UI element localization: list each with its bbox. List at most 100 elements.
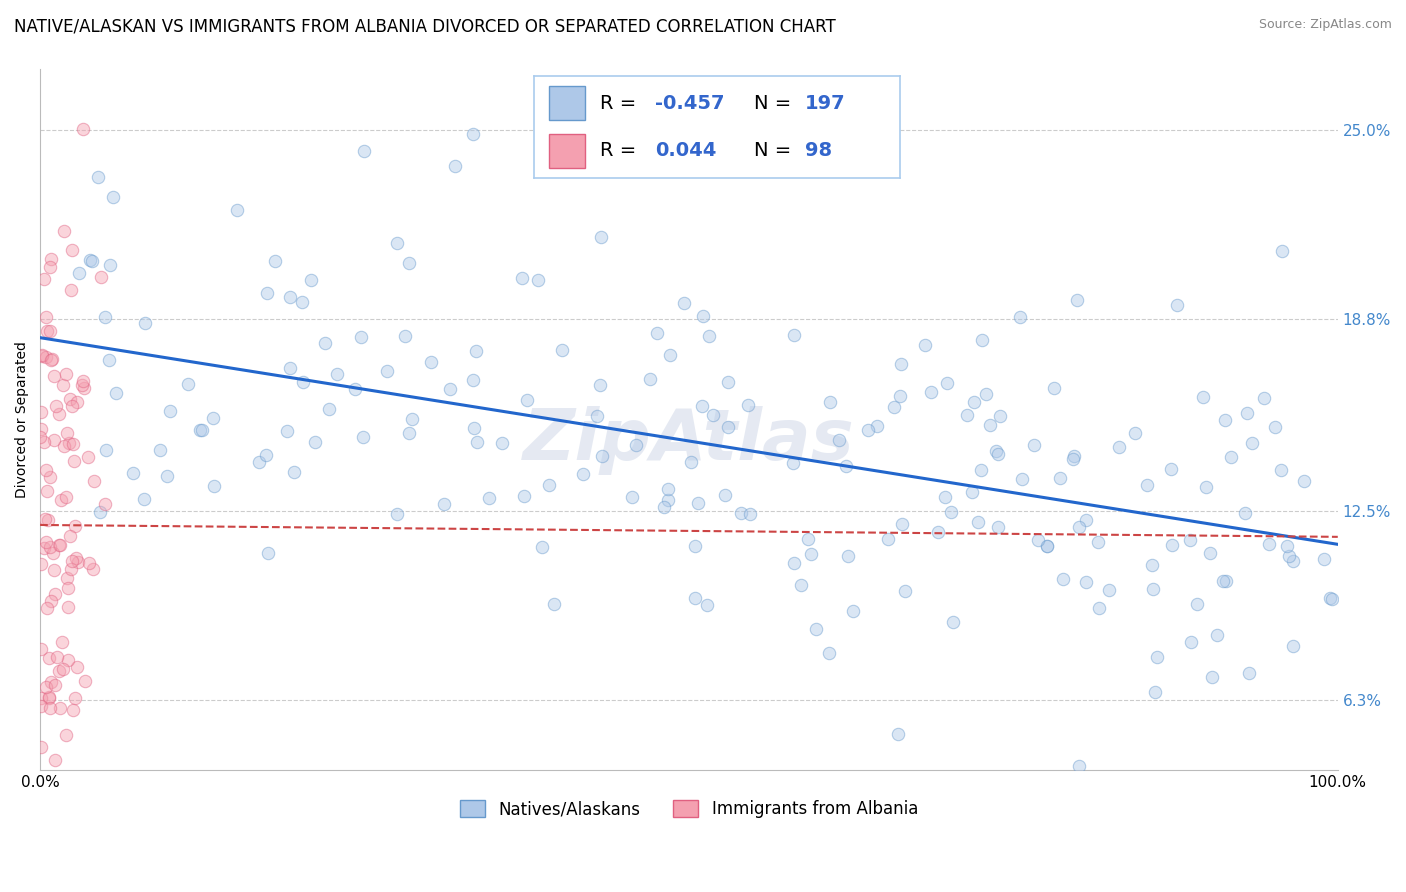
Point — [1212, 574, 1234, 589]
Point — [39, 541, 62, 555]
Point — [278, 360, 301, 375]
Point — [60, 400, 83, 414]
Point — [696, 598, 718, 612]
Point — [159, 404, 181, 418]
Point — [624, 438, 647, 452]
Point — [73, 673, 96, 688]
Point — [63, 793, 86, 807]
Point — [1098, 582, 1121, 597]
Point — [299, 273, 322, 287]
Point — [39, 260, 62, 275]
Point — [176, 376, 198, 391]
Point — [543, 597, 565, 611]
Point — [1136, 477, 1159, 491]
Point — [585, 409, 607, 423]
Point — [1076, 575, 1098, 590]
Point — [987, 447, 1010, 461]
Point — [56, 653, 79, 667]
Point — [44, 678, 66, 692]
Point — [398, 256, 420, 270]
Point — [35, 310, 58, 325]
Point — [60, 554, 83, 568]
Point — [697, 328, 720, 343]
Point — [1180, 634, 1202, 648]
Point — [59, 392, 82, 407]
Point — [1271, 244, 1294, 259]
Point — [52, 662, 75, 676]
Point — [1282, 639, 1305, 653]
Point — [640, 371, 662, 385]
Point — [572, 467, 595, 481]
Point — [657, 483, 679, 497]
Point — [39, 700, 62, 714]
Point — [31, 349, 53, 363]
Point — [349, 330, 371, 344]
Point — [31, 348, 53, 362]
Point — [51, 635, 73, 649]
Point — [292, 376, 315, 390]
Point — [254, 448, 277, 462]
Point — [56, 425, 79, 440]
Point — [101, 190, 124, 204]
Point — [1142, 582, 1164, 596]
Point — [79, 253, 101, 268]
Point — [72, 121, 94, 136]
Point — [686, 496, 709, 510]
Point — [39, 674, 62, 689]
Point — [110, 793, 132, 807]
Point — [96, 442, 118, 457]
Point — [226, 202, 249, 217]
Point — [89, 504, 111, 518]
Point — [256, 285, 278, 300]
Text: Source: ZipAtlas.com: Source: ZipAtlas.com — [1258, 18, 1392, 31]
Point — [134, 316, 156, 330]
Text: R =: R = — [600, 94, 637, 112]
Point — [894, 583, 917, 598]
Point — [149, 442, 172, 457]
Legend: Natives/Alaskans, Immigrants from Albania: Natives/Alaskans, Immigrants from Albani… — [453, 793, 925, 825]
Point — [1236, 406, 1258, 420]
Point — [1201, 670, 1223, 684]
Text: 98: 98 — [804, 141, 832, 160]
Point — [920, 385, 942, 400]
Point — [155, 469, 177, 483]
Point — [82, 562, 104, 576]
Point — [30, 642, 52, 657]
Text: 0.044: 0.044 — [655, 141, 716, 160]
Point — [1026, 533, 1049, 547]
Point — [797, 532, 820, 546]
Point — [935, 376, 957, 390]
Point — [835, 458, 858, 473]
Point — [1275, 539, 1298, 553]
Point — [1313, 551, 1336, 566]
Point — [692, 309, 714, 323]
Point — [75, 793, 97, 807]
Point — [914, 337, 936, 351]
Point — [858, 423, 880, 437]
Point — [318, 401, 340, 416]
Point — [401, 412, 423, 426]
Point — [1237, 665, 1260, 680]
Point — [44, 586, 66, 600]
Point — [32, 541, 55, 555]
Point — [1278, 549, 1301, 563]
Point — [38, 690, 60, 705]
Point — [979, 418, 1001, 433]
Point — [67, 266, 90, 280]
Point — [790, 578, 813, 592]
Point — [276, 425, 298, 439]
Point — [38, 651, 60, 665]
Point — [1215, 413, 1237, 427]
Point — [90, 269, 112, 284]
Point — [970, 462, 993, 476]
Point — [658, 348, 681, 362]
Point — [30, 739, 52, 754]
Point — [1011, 472, 1033, 486]
Point — [55, 367, 77, 381]
Point — [77, 450, 100, 464]
Point — [343, 382, 366, 396]
Point — [30, 405, 52, 419]
Point — [1219, 450, 1241, 465]
Point — [34, 434, 56, 449]
Point — [44, 753, 66, 767]
